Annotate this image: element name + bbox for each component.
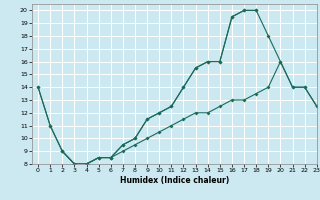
X-axis label: Humidex (Indice chaleur): Humidex (Indice chaleur) bbox=[120, 176, 229, 185]
